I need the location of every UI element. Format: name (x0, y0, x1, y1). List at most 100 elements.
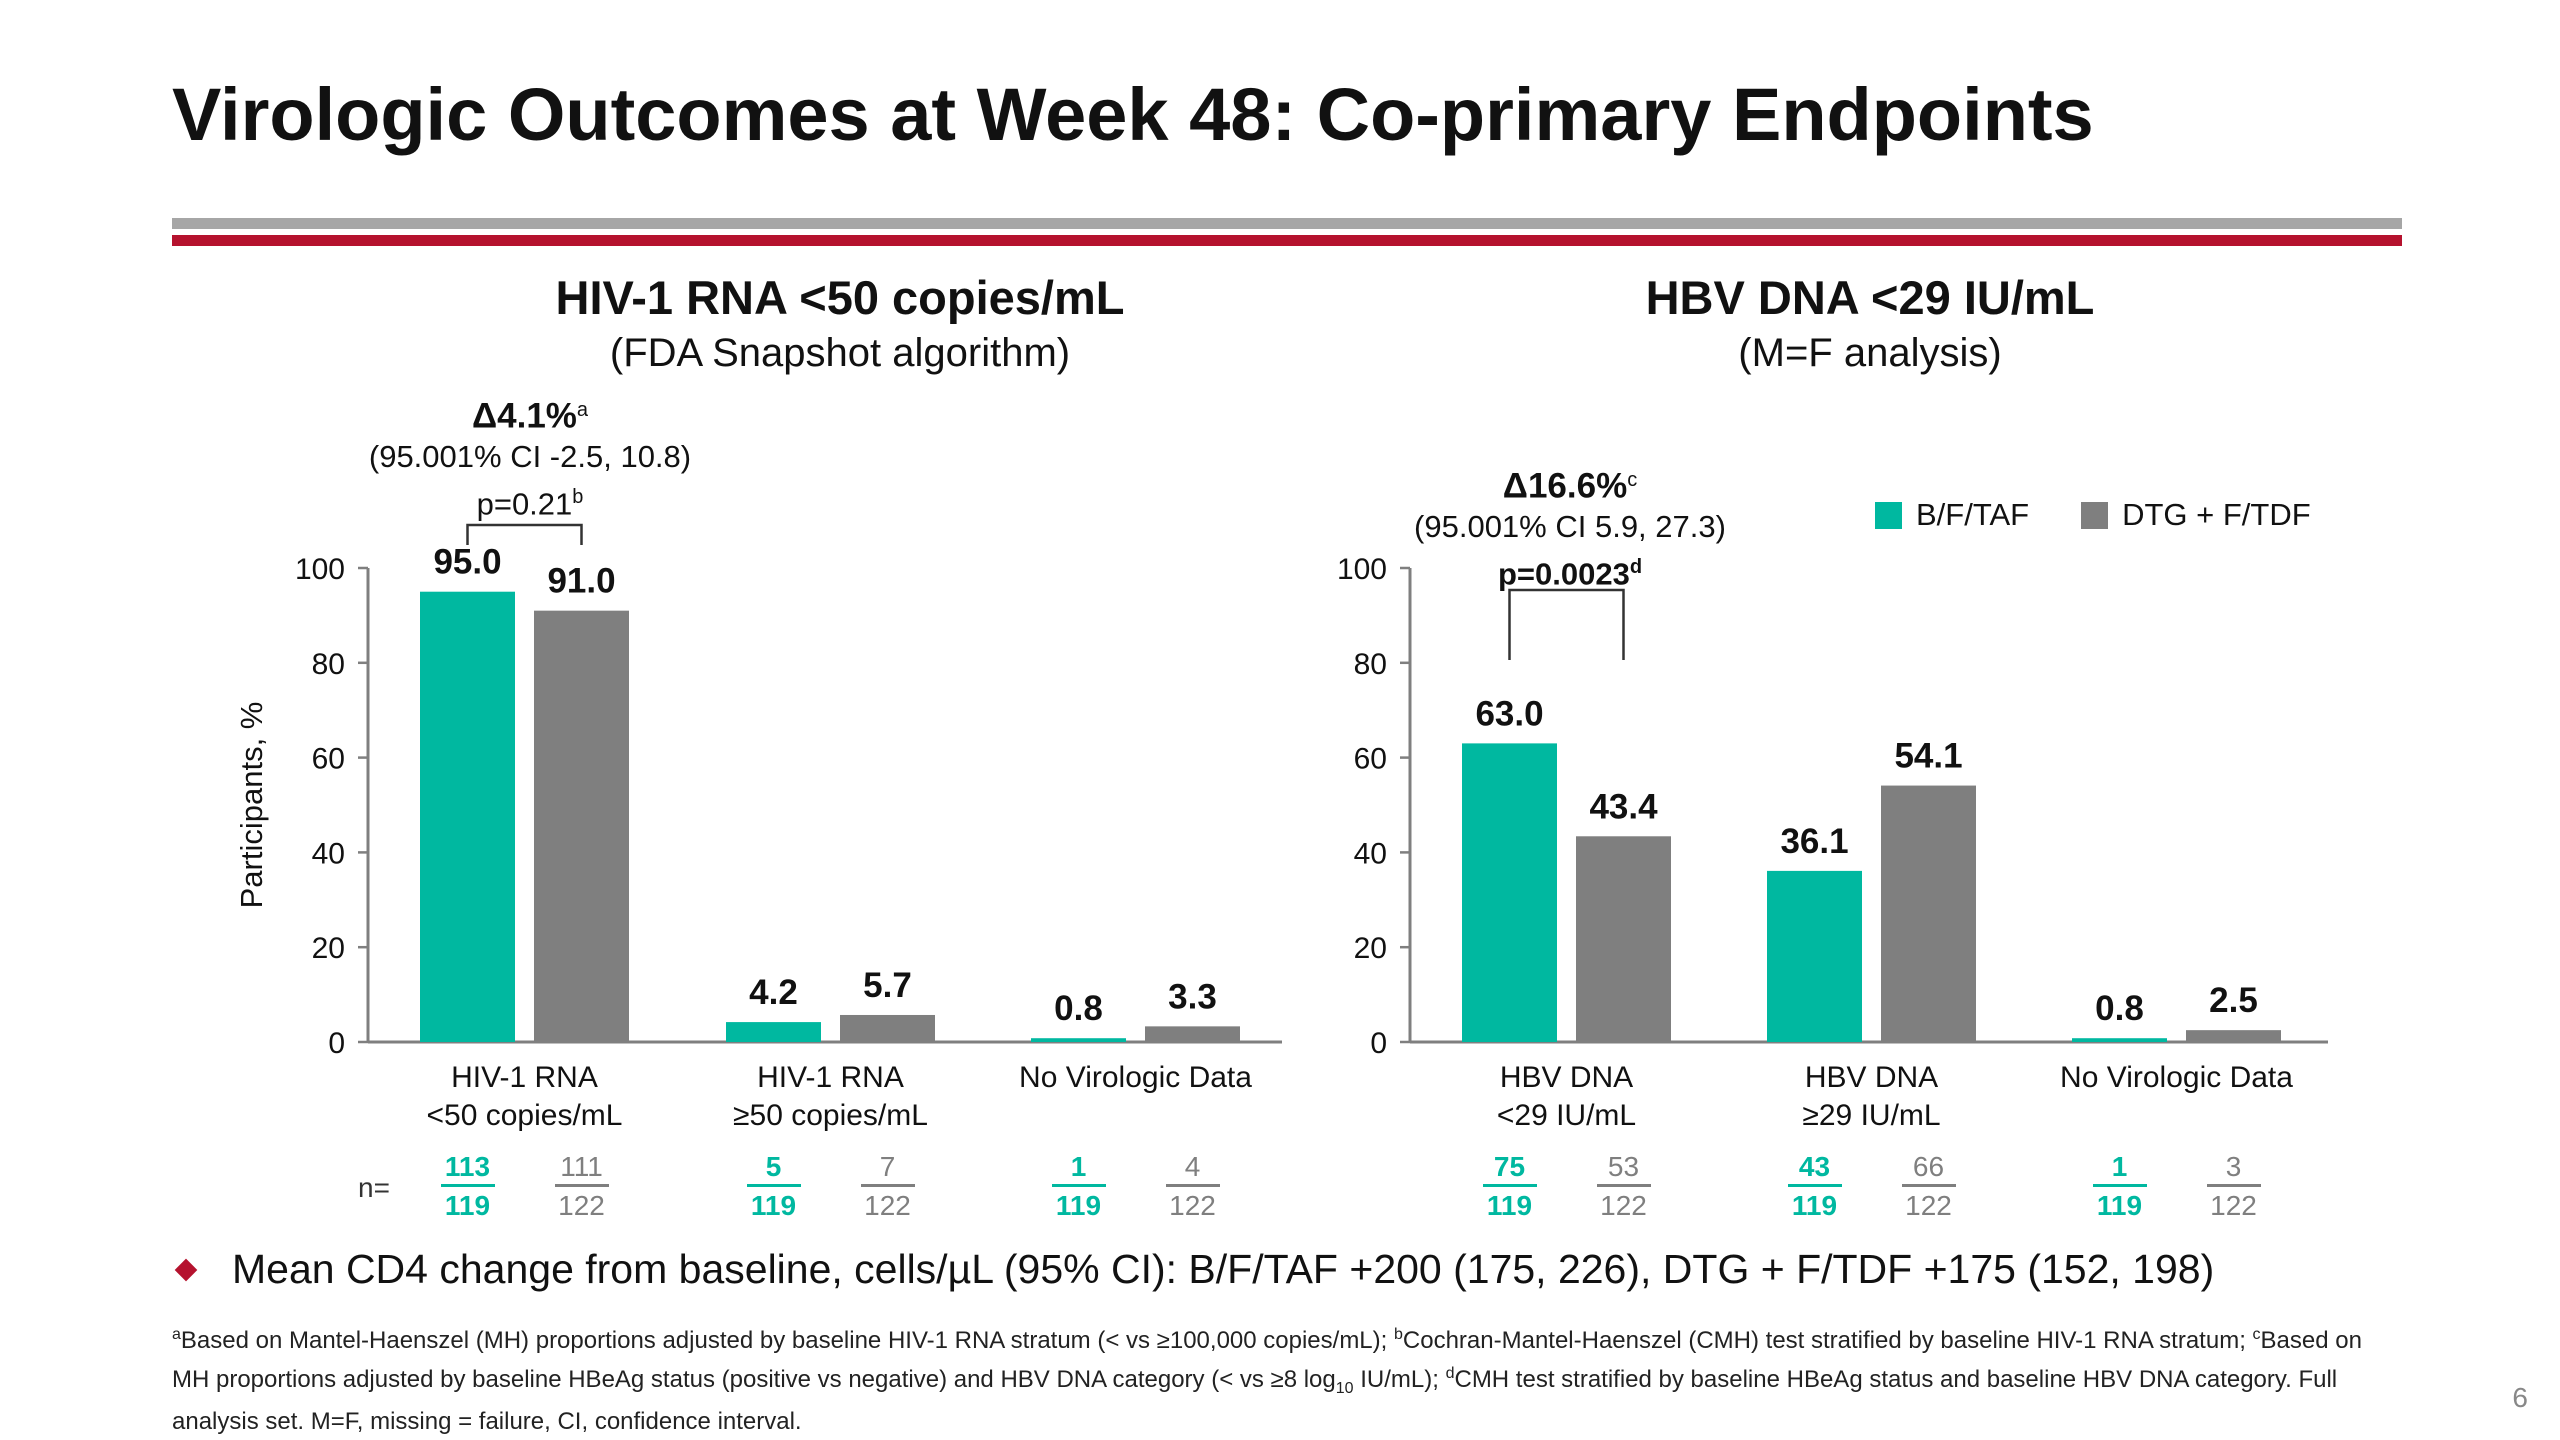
bar (840, 1014, 935, 1042)
left-delta-footnote-mark: a (576, 399, 589, 421)
bar (2186, 1030, 2281, 1042)
footnote-mark-a: a (172, 1326, 181, 1343)
n-denominator: 119 (444, 1190, 491, 1221)
bar-value-label: 4.2 (749, 973, 798, 1012)
y-tick-label: 80 (1354, 648, 1387, 681)
bullet-diamond-icon (174, 1258, 198, 1281)
y-axis-title: Participants, % (234, 702, 269, 909)
bar-value-label: 0.8 (1054, 989, 1103, 1028)
bar (2072, 1038, 2167, 1042)
n-fraction-dtg: 66 122 (1889, 1150, 1969, 1223)
footnote-a: Based on Mantel-Haenszel (MH) proportion… (180, 1327, 1394, 1354)
n-denominator: 119 (1791, 1190, 1838, 1221)
n-numerator: 53 (1596, 1150, 1651, 1187)
bar (1462, 743, 1557, 1042)
footnote-d: CMH test stratified by baseline HBeAg st… (172, 1366, 2338, 1435)
x-category-label: <29 IU/mL (1497, 1099, 1636, 1132)
n-fraction-dtg: 7 122 (848, 1150, 928, 1223)
n-denominator: 122 (2210, 1190, 2257, 1221)
x-category-label: HBV DNA (1500, 1061, 1633, 1094)
bar (1145, 1026, 1240, 1042)
left-delta: Δ4.1% (471, 396, 577, 436)
y-tick-label: 40 (1354, 837, 1387, 870)
x-category-label: HBV DNA (1805, 1061, 1938, 1094)
left-panel-title: HIV-1 RNA <50 copies/mL (555, 271, 1125, 324)
left-delta-annotation: Δ4.1%a (95.001% CI -2.5, 10.8) p=0.21b (330, 390, 730, 525)
slide-number: 6 (2512, 1382, 2528, 1413)
n-denominator: 122 (864, 1190, 911, 1221)
y-tick-label: 20 (1354, 932, 1387, 965)
right-panel-title: HBV DNA <29 IU/mL (1645, 271, 2095, 324)
n-numerator: 66 (1901, 1150, 1956, 1187)
legend-item-bftaf: B/F/TAF (1875, 497, 2029, 533)
legend-swatch-bftaf (1875, 501, 1902, 529)
cd4-bullet: Mean CD4 change from baseline, cells/µL … (174, 1246, 2215, 1293)
bar (1031, 1038, 1126, 1042)
n-label: n= (358, 1172, 390, 1203)
n-numerator: 113 (440, 1150, 495, 1187)
bar-value-label: 36.1 (1780, 822, 1848, 861)
chart-legend: B/F/TAF DTG + F/TDF (1875, 497, 2311, 533)
n-denominator: 119 (1055, 1190, 1102, 1221)
title-divider-gray (172, 218, 2402, 229)
n-fraction-bftaf: 1 119 (2080, 1150, 2160, 1223)
n-numerator: 5 (746, 1150, 801, 1187)
bar-value-label: 43.4 (1589, 787, 1658, 826)
n-fraction-bftaf: 43 119 (1775, 1150, 1855, 1223)
footnote-c-part1: Based on MH proportions adjusted by base… (172, 1327, 2362, 1393)
bar (726, 1022, 821, 1042)
n-numerator: 1 (1051, 1150, 1106, 1187)
bar (1881, 785, 1976, 1042)
n-denominator: 119 (750, 1190, 797, 1221)
bar (420, 591, 515, 1042)
n-fraction-dtg: 4 122 (1153, 1150, 1233, 1223)
right-p-value: p=0.0023 (1497, 556, 1630, 592)
x-category-label: No Virologic Data (1019, 1061, 1252, 1094)
x-category-label: <50 copies/mL (427, 1099, 623, 1132)
footnote-mark-d: d (1445, 1365, 1455, 1382)
title-divider-red (172, 235, 2402, 246)
right-delta-annotation: Δ16.6%c (95.001% CI 5.9, 27.3) p=0.0023d (1370, 460, 1770, 595)
n-numerator: 4 (1165, 1150, 1220, 1187)
n-fraction-bftaf: 1 119 (1039, 1150, 1119, 1223)
left-p-footnote-mark: b (572, 486, 584, 509)
n-fraction-dtg: 3 122 (2194, 1150, 2274, 1223)
bar (1767, 870, 1862, 1042)
bar-value-label: 63.0 (1475, 694, 1543, 733)
footnote-c-subscript: 10 (1335, 1379, 1354, 1397)
x-category-label: ≥29 IU/mL (1802, 1099, 1940, 1132)
n-fraction-bftaf: 75 119 (1470, 1150, 1550, 1223)
n-fraction-bftaf: 5 119 (734, 1150, 814, 1223)
bar-value-label: 54.1 (1894, 737, 1962, 776)
x-category-label: No Virologic Data (2060, 1061, 2293, 1094)
left-ci: (95.001% CI -2.5, 10.8) (368, 439, 692, 475)
n-denominator: 122 (1905, 1190, 1952, 1221)
y-tick-label: 0 (1370, 1027, 1387, 1060)
right-panel-header: HBV DNA <29 IU/mL (M=F analysis) (1470, 270, 2270, 380)
n-numerator: 43 (1787, 1150, 1842, 1187)
x-category-label: ≥50 copies/mL (733, 1099, 928, 1132)
footnotes: aBased on Mantel-Haenszel (MH) proportio… (172, 1318, 2402, 1438)
legend-label-bftaf: B/F/TAF (1916, 497, 2030, 532)
bar-value-label: 2.5 (2209, 981, 2258, 1020)
bar (534, 610, 629, 1042)
n-denominator: 119 (1486, 1190, 1533, 1221)
n-fraction-bftaf: 113 119 (428, 1150, 508, 1223)
right-panel-subtitle: (M=F analysis) (1738, 331, 2002, 375)
bar-value-label: 0.8 (2095, 989, 2144, 1028)
n-denominator: 119 (2096, 1190, 2143, 1221)
right-delta: Δ16.6% (1502, 466, 1628, 506)
n-numerator: 111 (554, 1150, 609, 1187)
n-numerator: 3 (2206, 1150, 2261, 1187)
cd4-bullet-text: Mean CD4 change from baseline, cells/µL … (232, 1246, 2215, 1292)
x-category-label: HIV-1 RNA (757, 1061, 904, 1094)
y-tick-label: 100 (295, 553, 345, 586)
footnote-c-part2: IU/mL); (1353, 1366, 1446, 1393)
y-tick-label: 20 (312, 932, 345, 965)
legend-item-dtg: DTG + F/TDF (2081, 497, 2311, 533)
left-panel-header: HIV-1 RNA <50 copies/mL (FDA Snapshot al… (440, 270, 1240, 380)
comparison-bracket (1508, 588, 1625, 660)
bar-value-label: 91.0 (547, 562, 615, 601)
n-denominator: 122 (558, 1190, 605, 1221)
